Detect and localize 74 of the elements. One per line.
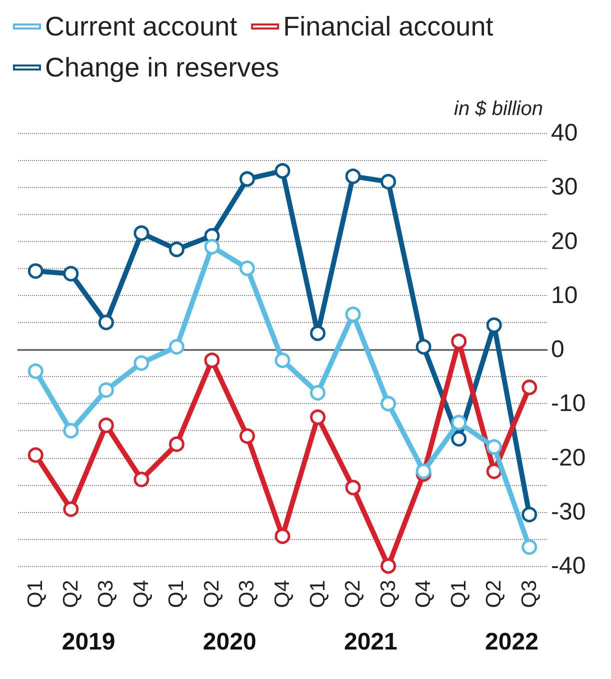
point [274,163,290,179]
point [134,355,150,371]
point [380,174,396,190]
x-tick-label: Q1 [306,580,330,608]
point [522,380,538,396]
legend-label: Current account [45,12,238,42]
point [486,464,502,480]
point [451,431,467,447]
x-tick-label: Q2 [59,580,82,608]
text: 2019 [62,628,116,656]
y-tick-label: 0 [551,336,564,363]
text: 2022 [485,628,538,656]
point [451,334,467,350]
point [416,339,432,355]
point [28,363,44,379]
point [168,339,184,355]
point [345,168,361,184]
point [522,539,538,555]
y-tick-label: 20 [551,228,578,255]
point [98,382,114,398]
y-tick-label: -40 [551,552,586,580]
point [310,409,326,425]
y-axis-title: in $ billion [454,98,543,120]
point [28,263,44,279]
y-tick-label: 10 [551,282,578,309]
point [345,306,361,322]
y-tick-label: -10 [551,390,586,418]
point [274,352,290,368]
x-tick-label: Q3 [376,580,400,608]
y-tick-label: -30 [551,498,586,526]
point [168,436,184,452]
y-tick-label: -20 [551,444,586,472]
text: 2020 [202,628,256,656]
point [522,506,538,522]
x-tick-label: Q3 [94,580,118,608]
point [168,242,184,258]
x-tick-label: Q3 [236,580,259,608]
point [239,428,255,444]
legend-label: Change in reserves [45,52,280,82]
point [310,326,326,342]
point [98,418,114,434]
point [134,472,150,488]
y-tick-label: 30 [551,174,578,201]
x-tick-label: Q1 [165,580,188,608]
point [345,480,361,496]
point [63,422,79,438]
x-tick-label: Q1 [447,580,470,608]
legend-label: Financial account [283,12,494,42]
point [63,266,79,282]
x-tick-label: Q1 [24,580,48,608]
point [486,439,502,455]
x-tick-label: Q2 [342,580,365,608]
x-tick-label: Q4 [271,580,294,608]
point [28,447,44,463]
point [98,314,114,330]
x-tick-label: Q3 [518,580,541,608]
point [204,352,220,368]
text: 2021 [344,628,398,656]
point [486,317,502,333]
point [274,528,290,544]
point [204,238,220,254]
point [134,225,150,241]
x-tick-label: Q4 [412,580,436,608]
y-tick-label: 40 [551,120,578,146]
point [451,414,467,430]
x-tick-label: Q4 [130,580,153,608]
point [239,171,255,187]
x-tick-label: Q2 [482,580,506,608]
point [239,260,255,276]
point [380,396,396,412]
point [63,501,79,517]
point [310,385,326,401]
point [380,558,396,574]
x-tick-label: Q2 [200,580,224,608]
